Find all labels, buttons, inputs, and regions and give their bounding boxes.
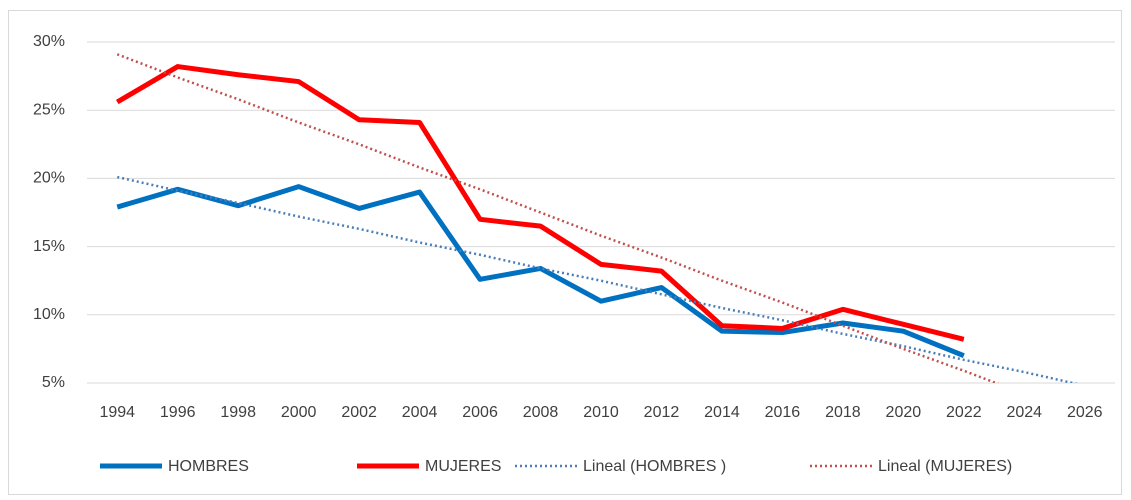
y-tick-label: 5%: [42, 374, 65, 391]
legend-label: HOMBRES: [168, 458, 249, 475]
series-line: [116, 184, 965, 359]
x-tick-label: 2012: [644, 404, 680, 421]
x-tick-label: 2002: [341, 404, 377, 421]
x-tick-label: 2022: [946, 404, 982, 421]
series-line: [115, 64, 965, 342]
x-tick-label: 2026: [1067, 404, 1103, 421]
legend-label: MUJERES: [425, 458, 501, 475]
trend-line: [116, 53, 1000, 383]
x-tick-label: 2010: [583, 404, 619, 421]
trend-line: [116, 175, 1079, 383]
x-tick-label: 2006: [462, 404, 498, 421]
y-tick-label: 15%: [33, 238, 65, 255]
y-tick-label: 20%: [33, 170, 65, 187]
x-tick-label: 1998: [220, 404, 256, 421]
y-tick-label: 30%: [33, 33, 65, 50]
y-tick-label: 25%: [33, 101, 65, 118]
plot-area: [115, 53, 1079, 383]
x-tick-label: 1996: [160, 404, 196, 421]
legend-label: Lineal (MUJERES): [878, 458, 1012, 475]
y-tick-label: 10%: [33, 306, 65, 323]
x-tick-label: 2020: [886, 404, 922, 421]
chart-border: [8, 10, 1122, 495]
x-tick-label: 2024: [1006, 404, 1042, 421]
legend-label: Lineal (HOMBRES ): [583, 458, 726, 475]
x-tick-label: 2004: [402, 404, 438, 421]
x-tick-label: 1994: [99, 404, 135, 421]
x-tick-label: 2008: [523, 404, 559, 421]
x-tick-label: 2018: [825, 404, 861, 421]
x-tick-label: 2014: [704, 404, 740, 421]
x-tick-label: 2000: [281, 404, 317, 421]
x-tick-label: 2016: [765, 404, 801, 421]
